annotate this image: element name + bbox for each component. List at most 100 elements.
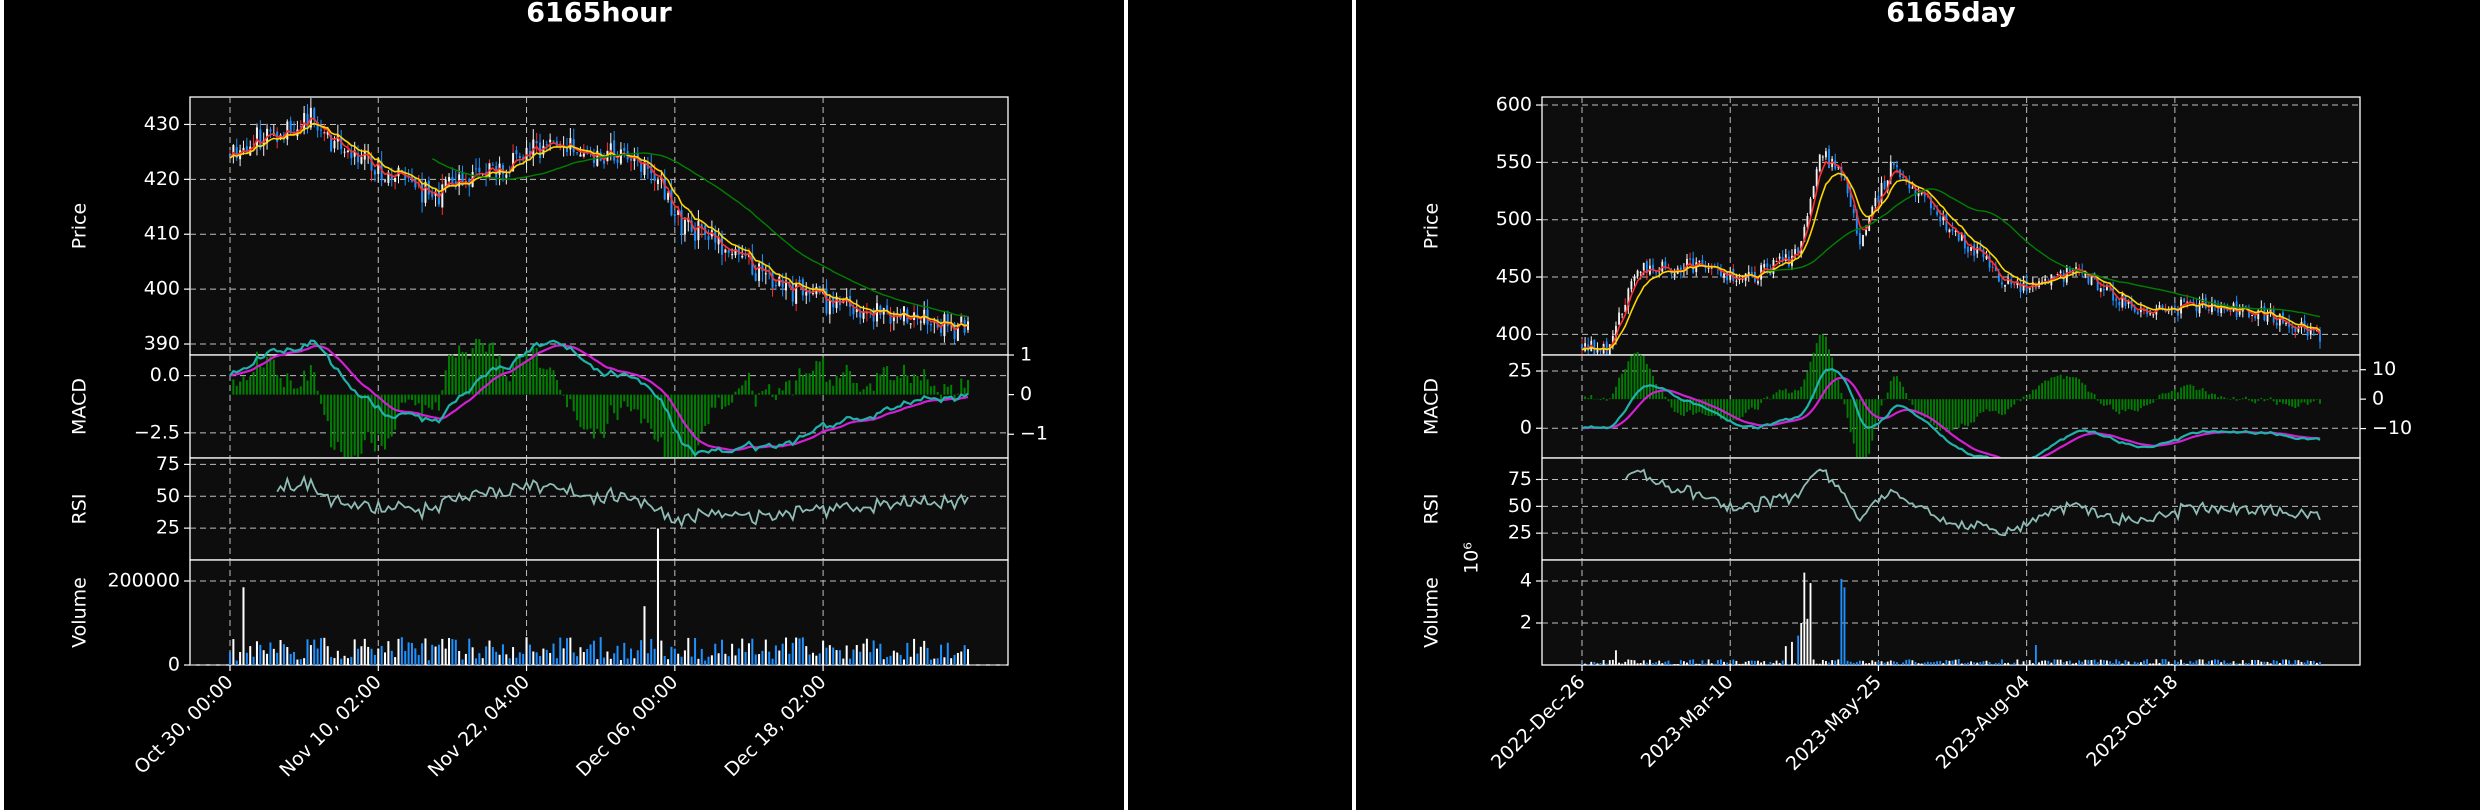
candle-body xyxy=(2112,288,2115,301)
volume-bar xyxy=(2223,660,2226,665)
macd-hist-bar xyxy=(2244,396,2247,400)
volume-bar xyxy=(2232,661,2235,665)
candle-body xyxy=(545,144,548,146)
macd-hist-bar xyxy=(697,394,700,446)
macd-hist-bar xyxy=(2059,374,2062,400)
candle-body xyxy=(1951,228,1954,231)
candle-body xyxy=(1794,249,1796,255)
volume-bar xyxy=(512,647,515,665)
macd-hist-bar xyxy=(2192,385,2195,400)
rsi-line xyxy=(1624,468,2321,537)
candle-body xyxy=(353,150,356,157)
macd-hist-bar xyxy=(960,378,963,395)
macd-hist-bar xyxy=(646,394,649,423)
volume-bar xyxy=(350,656,353,665)
macd-hist-bar xyxy=(734,391,737,395)
macd-hist-bar xyxy=(2149,399,2152,404)
macd-hist-bar xyxy=(1892,376,1895,400)
volume-bar xyxy=(1670,663,1673,665)
candle-body xyxy=(2127,300,2130,304)
candle-body xyxy=(299,126,302,128)
macd-hist-bar xyxy=(1849,399,1852,433)
candle-body xyxy=(929,323,932,326)
volume-bar xyxy=(899,654,902,665)
rsi-panel-frame xyxy=(1541,457,2361,561)
macd-hist-bar xyxy=(1868,399,1871,454)
volume-bar xyxy=(828,645,831,665)
volume-bar xyxy=(1994,662,1997,665)
candle-body xyxy=(289,120,292,134)
macd-hist-bar xyxy=(2309,399,2312,403)
volume-bar xyxy=(2004,663,2006,665)
macd-hist-bar xyxy=(2109,399,2111,405)
macd-hist-bar xyxy=(771,394,774,397)
volume-bar xyxy=(1689,659,1691,665)
macd-hist-bar xyxy=(1973,399,1976,423)
volume-bar xyxy=(902,659,905,665)
candle-body xyxy=(1843,179,1846,181)
volume-bar xyxy=(424,638,427,665)
macd-hist-bar xyxy=(2300,399,2303,403)
price-axis-label: Price xyxy=(69,203,91,249)
macd-hist-bar xyxy=(2177,392,2179,400)
candle-body xyxy=(2152,314,2155,316)
volume-bar xyxy=(2303,662,2306,665)
macd-hist-bar xyxy=(1726,399,1729,422)
volume-bar xyxy=(960,651,963,665)
candle-body xyxy=(1896,164,1898,168)
macd-hist-bar xyxy=(1886,392,1889,400)
candle-body xyxy=(1593,339,1596,355)
volume-bar xyxy=(518,652,521,665)
volume-axis-label: Volume xyxy=(69,577,91,648)
macd-hist-bar xyxy=(2068,376,2071,400)
macd-hist-bar xyxy=(2180,387,2182,400)
volume-bar xyxy=(293,651,296,665)
volume-bar xyxy=(528,644,531,665)
volume-bar xyxy=(1661,663,1664,665)
volume-bar xyxy=(1868,663,1871,665)
figure-gap xyxy=(1128,0,1352,810)
macd-hist-bar xyxy=(474,338,478,395)
volume-bar xyxy=(1889,660,1892,665)
macd-hist-bar xyxy=(2062,378,2065,400)
candle-body xyxy=(737,246,740,255)
x-tick-label: Oct 30, 00:00 xyxy=(130,671,237,778)
macd-hist-bar xyxy=(1658,389,1661,400)
macd-hist-bar xyxy=(357,394,360,461)
candle-body xyxy=(609,143,612,153)
volume-bar xyxy=(400,637,403,665)
volume-bar xyxy=(319,638,322,665)
volume-bar xyxy=(481,658,484,665)
macd-hist-bar xyxy=(667,394,670,459)
volume-bar xyxy=(1679,660,1682,665)
macd-hist-bar xyxy=(815,360,818,395)
macd-hist-bar xyxy=(1942,399,1945,429)
macd-hist-bar xyxy=(306,380,309,395)
macd-hist-bar xyxy=(1747,399,1750,410)
macd-hist-bar xyxy=(1738,399,1741,419)
volume-bar xyxy=(262,650,265,665)
macd-hist-bar xyxy=(1639,354,1642,400)
candle-body xyxy=(889,312,892,324)
candle-body xyxy=(801,279,804,296)
candle-body xyxy=(1735,280,1738,282)
candle-body xyxy=(852,307,855,315)
volume-bar xyxy=(1963,663,1966,665)
volume-bar xyxy=(734,655,737,665)
volume-bar xyxy=(1979,662,1982,665)
macd-hist-bar xyxy=(1985,399,1988,410)
candle-body xyxy=(1997,273,2000,282)
volume-bar xyxy=(2269,663,2272,665)
volume-bar xyxy=(1942,663,1945,665)
candle-body xyxy=(956,324,959,341)
candle-body xyxy=(1701,260,1704,267)
candle-body xyxy=(795,282,798,304)
macd-hist-bar xyxy=(2173,389,2176,400)
macd-hist-bar xyxy=(1667,399,1670,402)
volume-bar xyxy=(461,659,464,665)
volume-bar xyxy=(613,653,616,665)
macd-hist-bar xyxy=(2158,394,2161,400)
macd-hist-bar xyxy=(754,394,757,407)
candle-body xyxy=(734,249,737,256)
macd-hist-bar xyxy=(687,394,690,470)
